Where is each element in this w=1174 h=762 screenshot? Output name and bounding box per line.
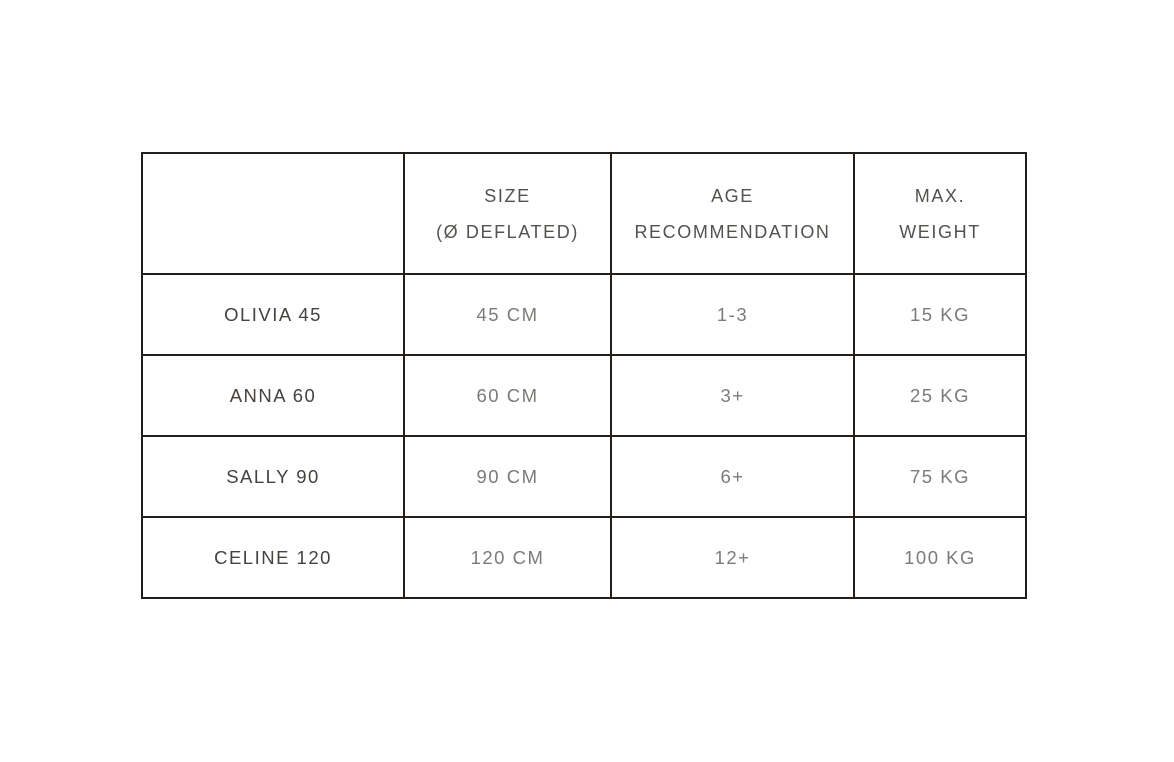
cell-weight-sally-90: 75 KG [853,435,1027,518]
row-label-olivia-45: OLIVIA 45 [141,273,405,356]
table-row: ANNA 60 60 CM 3+ 25 KG [141,354,1027,437]
header-cell-size: SIZE (Ø DEFLATED) [403,152,612,275]
cell-weight-anna-60: 25 KG [853,354,1027,437]
header-weight-line-2: WEIGHT [899,221,981,242]
cell-age-olivia-45: 1-3 [610,273,855,356]
header-age-line-2: RECOMMENDATION [634,221,831,242]
cell-size-olivia-45: 45 CM [403,273,612,356]
header-cell-max-weight: MAX. WEIGHT [853,152,1027,275]
cell-size-anna-60: 60 CM [403,354,612,437]
cell-age-anna-60: 3+ [610,354,855,437]
header-size-line-1: SIZE [484,185,531,206]
table-row: SALLY 90 90 CM 6+ 75 KG [141,435,1027,518]
size-chart-container: SIZE (Ø DEFLATED) AGE RECOMMENDATION MAX… [141,152,1027,599]
table-row: CELINE 120 120 CM 12+ 100 KG [141,516,1027,599]
header-weight-line-1: MAX. [914,185,966,206]
header-cell-corner [141,152,405,275]
cell-age-sally-90: 6+ [610,435,855,518]
table-header-row: SIZE (Ø DEFLATED) AGE RECOMMENDATION MAX… [141,152,1027,275]
table-row: OLIVIA 45 45 CM 1-3 15 KG [141,273,1027,356]
size-chart-table: SIZE (Ø DEFLATED) AGE RECOMMENDATION MAX… [141,152,1027,599]
cell-age-celine-120: 12+ [610,516,855,599]
cell-weight-olivia-45: 15 KG [853,273,1027,356]
header-size-line-2: (Ø DEFLATED) [436,221,579,242]
cell-size-celine-120: 120 CM [403,516,612,599]
header-age-line-1: AGE [711,185,754,206]
header-cell-age: AGE RECOMMENDATION [610,152,855,275]
row-label-anna-60: ANNA 60 [141,354,405,437]
cell-size-sally-90: 90 CM [403,435,612,518]
cell-weight-celine-120: 100 KG [853,516,1027,599]
row-label-sally-90: SALLY 90 [141,435,405,518]
row-label-celine-120: CELINE 120 [141,516,405,599]
